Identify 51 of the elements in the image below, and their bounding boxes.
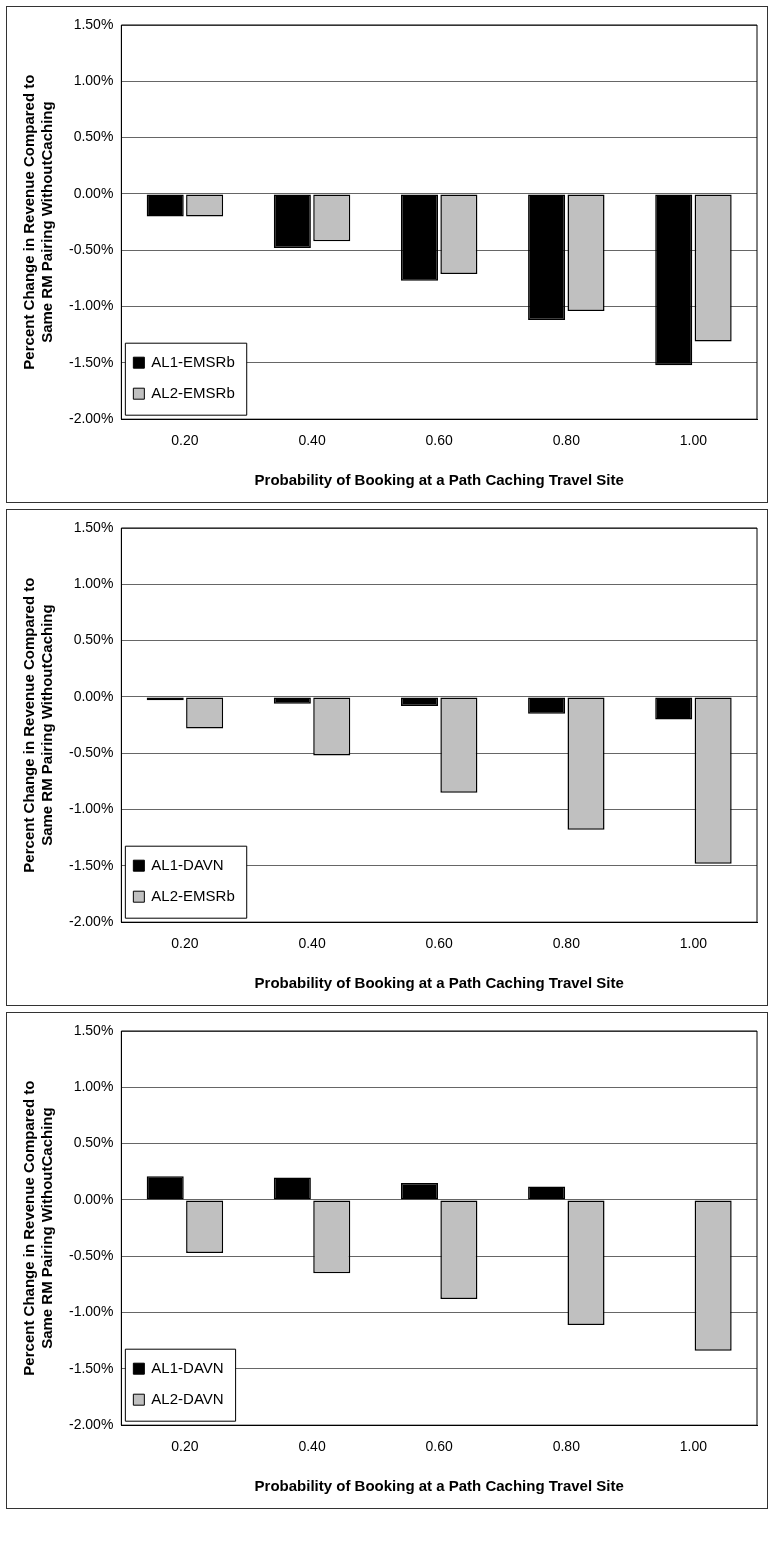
y-axis-title: Percent Change in Revenue Compared to Same RM Pairing WithoutCaching — [20, 74, 56, 370]
y-tick-label: 1.00% — [73, 575, 114, 592]
x-tick-label: 0.60 — [425, 432, 454, 449]
y-tick-label: 1.00% — [73, 72, 114, 89]
x-tick-label: 0.20 — [171, 1438, 199, 1455]
y-axis-title: Percent Change in Revenue Compared to Same RM Pairing WithoutCaching — [20, 577, 56, 873]
y-tick-label: -2.00% — [69, 1416, 114, 1433]
y-tick-label: -1.50% — [69, 353, 114, 370]
legend-label: AL2-EMSRb — [151, 887, 235, 905]
x-tick-label: 0.40 — [298, 1438, 326, 1455]
legend-label: AL1-DAVN — [151, 856, 224, 874]
x-tick-label: 0.80 — [552, 935, 581, 952]
x-tick-label: 0.20 — [171, 935, 199, 952]
x-tick-label: 0.60 — [425, 935, 454, 952]
y-tick-label: 0.50% — [73, 1134, 114, 1151]
x-axis-title: Probability of Booking at a Path Caching Travel Site — [254, 974, 624, 992]
y-tick-label: 1.50% — [73, 518, 114, 535]
x-tick-label: 1.00 — [679, 432, 708, 449]
y-tick-label: 1.00% — [73, 1078, 114, 1095]
y-axis-title: Percent Change in Revenue Compared to Same RM Pairing WithoutCaching — [20, 1080, 56, 1376]
x-tick-label: 0.80 — [552, 1438, 581, 1455]
y-tick-label: -0.50% — [69, 1247, 114, 1264]
y-tick-label: -1.00% — [69, 800, 114, 817]
x-tick-label: 0.40 — [298, 432, 326, 449]
y-tick-label: 1.50% — [73, 15, 114, 32]
y-tick-label: 0.00% — [73, 1190, 114, 1207]
y-tick-label: 1.50% — [73, 1021, 114, 1038]
y-tick-label: -1.00% — [69, 297, 114, 314]
x-tick-label: 0.80 — [552, 432, 581, 449]
y-tick-label: 0.50% — [73, 631, 114, 648]
x-tick-label: 0.20 — [171, 432, 199, 449]
x-tick-label: 1.00 — [679, 1438, 708, 1455]
x-tick-label: 0.40 — [298, 935, 326, 952]
y-tick-label: -1.50% — [69, 856, 114, 873]
y-tick-label: 0.00% — [73, 184, 114, 201]
x-axis-title: Probability of Booking at a Path Caching Travel Site — [254, 471, 624, 489]
y-tick-label: -1.00% — [69, 1303, 114, 1320]
y-tick-label: 0.50% — [73, 128, 114, 145]
y-tick-label: -2.00% — [69, 410, 114, 427]
y-tick-label: 0.00% — [73, 687, 114, 704]
y-tick-label: -0.50% — [69, 744, 114, 761]
x-tick-label: 1.00 — [679, 935, 708, 952]
x-tick-label: 0.60 — [425, 1438, 454, 1455]
legend-label: AL1-DAVN — [151, 1359, 224, 1377]
y-tick-label: -0.50% — [69, 241, 114, 258]
legend-label: AL1-EMSRb — [151, 353, 235, 371]
x-axis-title: Probability of Booking at a Path Caching Travel Site — [254, 1477, 624, 1495]
y-tick-label: -1.50% — [69, 1359, 114, 1376]
legend-label: AL2-DAVN — [151, 1390, 224, 1408]
legend-label: AL2-EMSRb — [151, 384, 235, 402]
y-tick-label: -2.00% — [69, 913, 114, 930]
